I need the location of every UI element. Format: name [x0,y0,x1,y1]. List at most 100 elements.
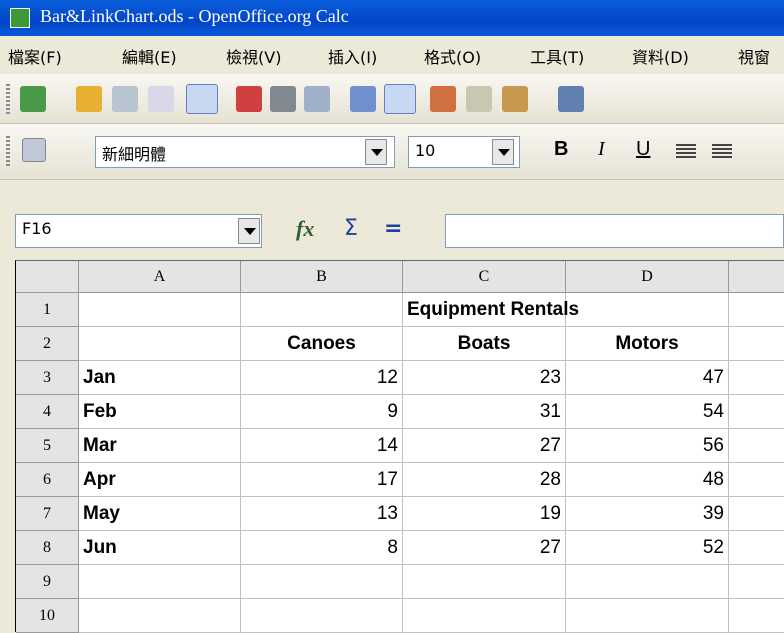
menu-item[interactable]: 格式(O) [424,48,482,67]
print-button[interactable] [270,86,296,112]
function-button[interactable]: = [384,216,403,241]
column-header[interactable]: C [403,261,566,293]
cell[interactable] [241,599,403,633]
cell[interactable] [566,293,729,327]
cell[interactable]: 27 [403,531,566,565]
new-button[interactable] [20,86,46,112]
cell[interactable] [729,497,784,531]
cell[interactable] [403,565,566,599]
function-wizard-button[interactable]: fx [296,216,315,241]
bold-button[interactable]: B [554,138,569,160]
cell[interactable] [729,565,784,599]
spellcheck-button[interactable] [350,86,376,112]
edit-mode-button[interactable] [186,84,218,114]
copy-button[interactable] [466,86,492,112]
row-header[interactable]: 10 [16,599,79,633]
row-header[interactable]: 8 [16,531,79,565]
align-left-button[interactable] [676,144,696,158]
formula-input[interactable] [445,214,784,248]
pdf-button[interactable] [236,86,262,112]
cell[interactable]: 12 [241,361,403,395]
column-header[interactable]: D [566,261,729,293]
cell[interactable]: 19 [403,497,566,531]
cell[interactable] [79,293,241,327]
cell[interactable]: 14 [241,429,403,463]
cell[interactable]: 47 [566,361,729,395]
format-paint-button[interactable] [558,86,584,112]
menu-item[interactable]: 工具(T) [530,48,585,67]
cell[interactable]: Equipment Rentals [403,293,579,327]
cell[interactable] [729,429,784,463]
cell[interactable]: 52 [566,531,729,565]
cell[interactable] [241,565,403,599]
cell[interactable]: 9 [241,395,403,429]
cell[interactable]: Canoes [241,327,403,361]
cell[interactable] [729,327,784,361]
row-header[interactable]: 4 [16,395,79,429]
cell[interactable]: Boats [403,327,566,361]
cell[interactable]: 48 [566,463,729,497]
cell[interactable]: 56 [566,429,729,463]
cell[interactable]: 28 [403,463,566,497]
cell[interactable] [241,293,403,327]
menu-item[interactable]: 視窗 [738,48,771,67]
cell[interactable]: 13 [241,497,403,531]
align-center-button[interactable] [712,144,732,158]
cell[interactable] [403,599,566,633]
cell[interactable] [729,395,784,429]
size-dropdown[interactable] [492,139,514,165]
row-header[interactable]: 3 [16,361,79,395]
cell[interactable] [79,565,241,599]
sum-button[interactable]: Σ [344,216,358,241]
cell[interactable]: Motors [566,327,729,361]
cell[interactable]: Mar [79,429,241,463]
column-header[interactable] [729,261,784,293]
cell[interactable]: Jan [79,361,241,395]
menu-item[interactable]: 資料(D) [632,48,689,67]
paste-button[interactable] [502,86,528,112]
autospell-button[interactable] [384,84,416,114]
underline-button[interactable]: U [636,138,651,160]
menu-item[interactable]: 插入(I) [328,48,378,67]
cell[interactable] [729,531,784,565]
menu-item[interactable]: 檢視(V) [226,48,282,67]
cell[interactable] [729,361,784,395]
cell[interactable]: May [79,497,241,531]
email-button[interactable] [148,86,174,112]
font-name-box[interactable]: 新細明體 [95,136,395,168]
italic-button[interactable]: I [598,138,605,160]
cell[interactable]: 8 [241,531,403,565]
row-header[interactable]: 6 [16,463,79,497]
open-button[interactable] [76,86,102,112]
save-button[interactable] [112,86,138,112]
column-header[interactable]: B [241,261,403,293]
cell[interactable] [79,327,241,361]
name-box[interactable]: F16 [15,214,262,248]
cell[interactable]: 39 [566,497,729,531]
cell[interactable]: Feb [79,395,241,429]
cell[interactable] [566,565,729,599]
cell[interactable]: 27 [403,429,566,463]
cell[interactable] [729,599,784,633]
menu-item[interactable]: 檔案(F) [8,48,62,67]
cell[interactable] [729,293,784,327]
cell[interactable]: 17 [241,463,403,497]
cell[interactable] [566,599,729,633]
row-header[interactable]: 9 [16,565,79,599]
preview-button[interactable] [304,86,330,112]
cell[interactable]: Apr [79,463,241,497]
row-header[interactable]: 7 [16,497,79,531]
cell[interactable]: 54 [566,395,729,429]
cell[interactable] [79,599,241,633]
cell[interactable] [729,463,784,497]
menu-item[interactable]: 編輯(E) [122,48,177,67]
font-dropdown[interactable] [365,139,387,165]
row-header[interactable]: 5 [16,429,79,463]
cell[interactable]: Jun [79,531,241,565]
name-box-dropdown[interactable] [238,218,260,244]
styles-button[interactable] [22,138,46,162]
cell[interactable]: 23 [403,361,566,395]
cell[interactable]: 31 [403,395,566,429]
row-header[interactable]: 2 [16,327,79,361]
cut-button[interactable] [430,86,456,112]
